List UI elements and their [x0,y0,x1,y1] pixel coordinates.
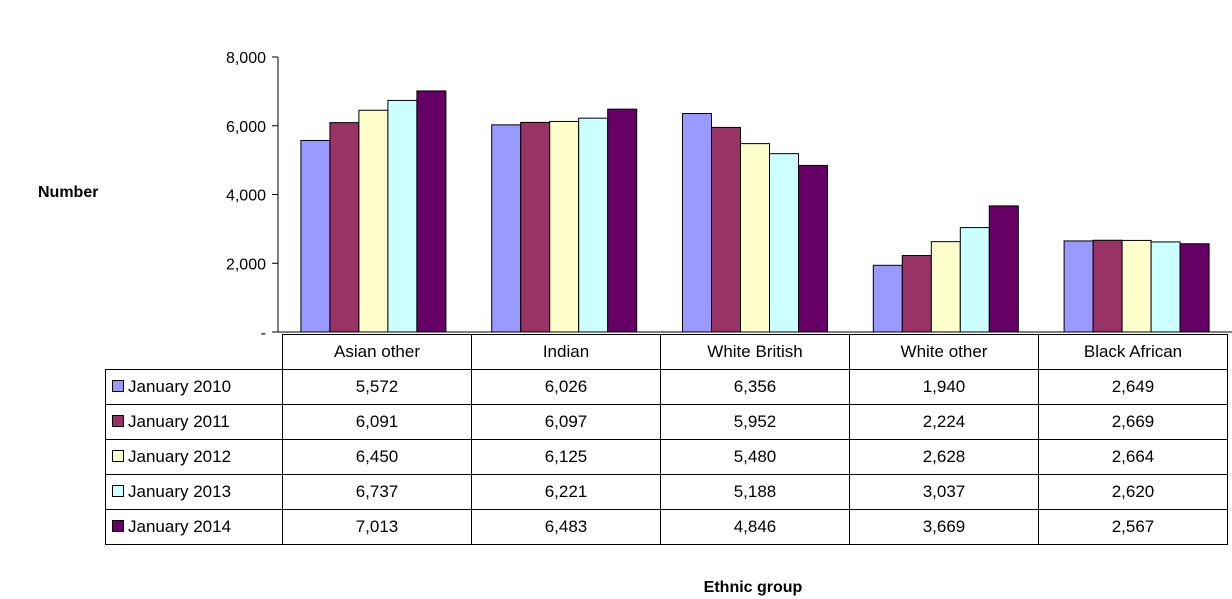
table-cell: 6,450 [282,439,472,475]
bar [901,255,932,333]
legend-swatch [112,450,124,462]
bar [607,108,638,333]
table-cell: 6,026 [471,369,661,405]
table-cell: 5,480 [660,439,850,475]
bar [682,113,712,333]
bar [329,122,360,333]
table-cell: 6,091 [282,404,472,440]
series-name: January 2014 [128,517,232,536]
table-cell: 3,037 [849,474,1039,510]
legend-entry: January 2010 [105,369,283,405]
legend-swatch [112,520,124,532]
bar [798,164,828,333]
bar [520,121,551,333]
data-table: Asian other Indian White British White o… [105,334,1228,545]
bar [300,139,331,333]
table-cell: 3,669 [849,509,1039,545]
x-axis-title: Ethnic group [703,579,803,596]
y-tick-label: - [261,325,266,340]
bar [769,153,799,333]
bar [549,120,580,333]
table-cell: 5,572 [282,369,472,405]
table-cell: 6,737 [282,474,472,510]
legend-entry: January 2013 [105,474,283,510]
table-cell: 2,649 [1038,369,1228,405]
y-tick-label: 2,000 [226,256,266,273]
legend-swatch [112,380,124,392]
bar [711,126,741,333]
table-cell: 2,620 [1038,474,1228,510]
bar [387,99,418,333]
table-cell: 1,940 [849,369,1039,405]
series-name: January 2013 [128,482,232,501]
table-cell: 6,125 [471,439,661,475]
table-cell: 2,669 [1038,404,1228,440]
table-cell: 2,628 [849,439,1039,475]
bar [1063,240,1094,333]
table-row: January 2010 5,572 6,026 6,356 1,940 2,6… [105,369,1228,405]
bar [358,109,389,333]
y-tick-label: 4,000 [226,188,266,205]
table-cell: 5,188 [660,474,850,510]
y-axis-title: Number [38,184,99,201]
bar [491,124,522,333]
bar [1179,243,1210,333]
table-row: January 2011 6,091 6,097 5,952 2,224 2,6… [105,404,1228,440]
table-row: January 2014 7,013 6,483 4,846 3,669 2,5… [105,509,1228,545]
bar [578,117,609,333]
bar [872,264,903,333]
table-cell: 2,224 [849,404,1039,440]
bar [988,205,1019,333]
legend-swatch [112,415,124,427]
table-corner [105,334,283,370]
legend-swatch [112,485,124,497]
table-cell: 7,013 [282,509,472,545]
bar [1150,241,1181,333]
table-cell: 5,952 [660,404,850,440]
table-header-row: Asian other Indian White British White o… [105,334,1228,370]
table-cell: 6,221 [471,474,661,510]
y-tick-label: 6,000 [226,119,266,136]
table-cell: 4,846 [660,509,850,545]
table-row: January 2013 6,737 6,221 5,188 3,037 2,6… [105,474,1228,510]
bar [1092,239,1123,333]
category-header: Black African [1038,334,1228,370]
bar [416,90,447,333]
table-cell: 6,483 [471,509,661,545]
bar [930,241,961,333]
category-header: White other [849,334,1039,370]
table-row: January 2012 6,450 6,125 5,480 2,628 2,6… [105,439,1228,475]
category-header: White British [660,334,850,370]
bar [959,227,990,333]
bar [740,143,770,333]
legend-entry: January 2014 [105,509,283,545]
series-name: January 2011 [128,412,230,431]
bar-chart: 8,000 6,000 4,000 2,000 - [226,50,1232,340]
series-name: January 2010 [128,377,232,396]
legend-entry: January 2011 [105,404,283,440]
table-cell: 6,356 [660,369,850,405]
bar [1121,239,1152,333]
y-tick-label: 8,000 [226,50,266,67]
category-header: Indian [471,334,661,370]
legend-entry: January 2012 [105,439,283,475]
table-cell: 2,664 [1038,439,1228,475]
table-cell: 2,567 [1038,509,1228,545]
table-cell: 6,097 [471,404,661,440]
category-header: Asian other [282,334,472,370]
series-name: January 2012 [128,447,232,466]
